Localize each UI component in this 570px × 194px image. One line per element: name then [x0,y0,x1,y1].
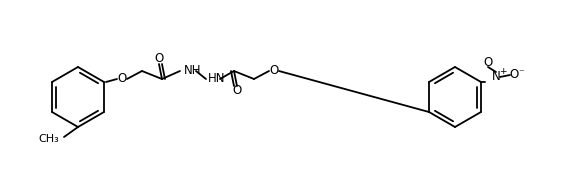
Text: O: O [510,68,519,81]
Text: ⁻: ⁻ [518,68,524,78]
Text: O: O [154,53,164,66]
Text: N: N [491,70,500,83]
Text: O: O [270,64,279,77]
Text: O: O [483,56,492,69]
Text: HN: HN [208,73,226,86]
Text: +: + [499,68,507,76]
Text: O: O [117,73,127,86]
Text: CH₃: CH₃ [38,134,59,144]
Text: O: O [233,85,242,98]
Text: NH: NH [184,64,201,77]
